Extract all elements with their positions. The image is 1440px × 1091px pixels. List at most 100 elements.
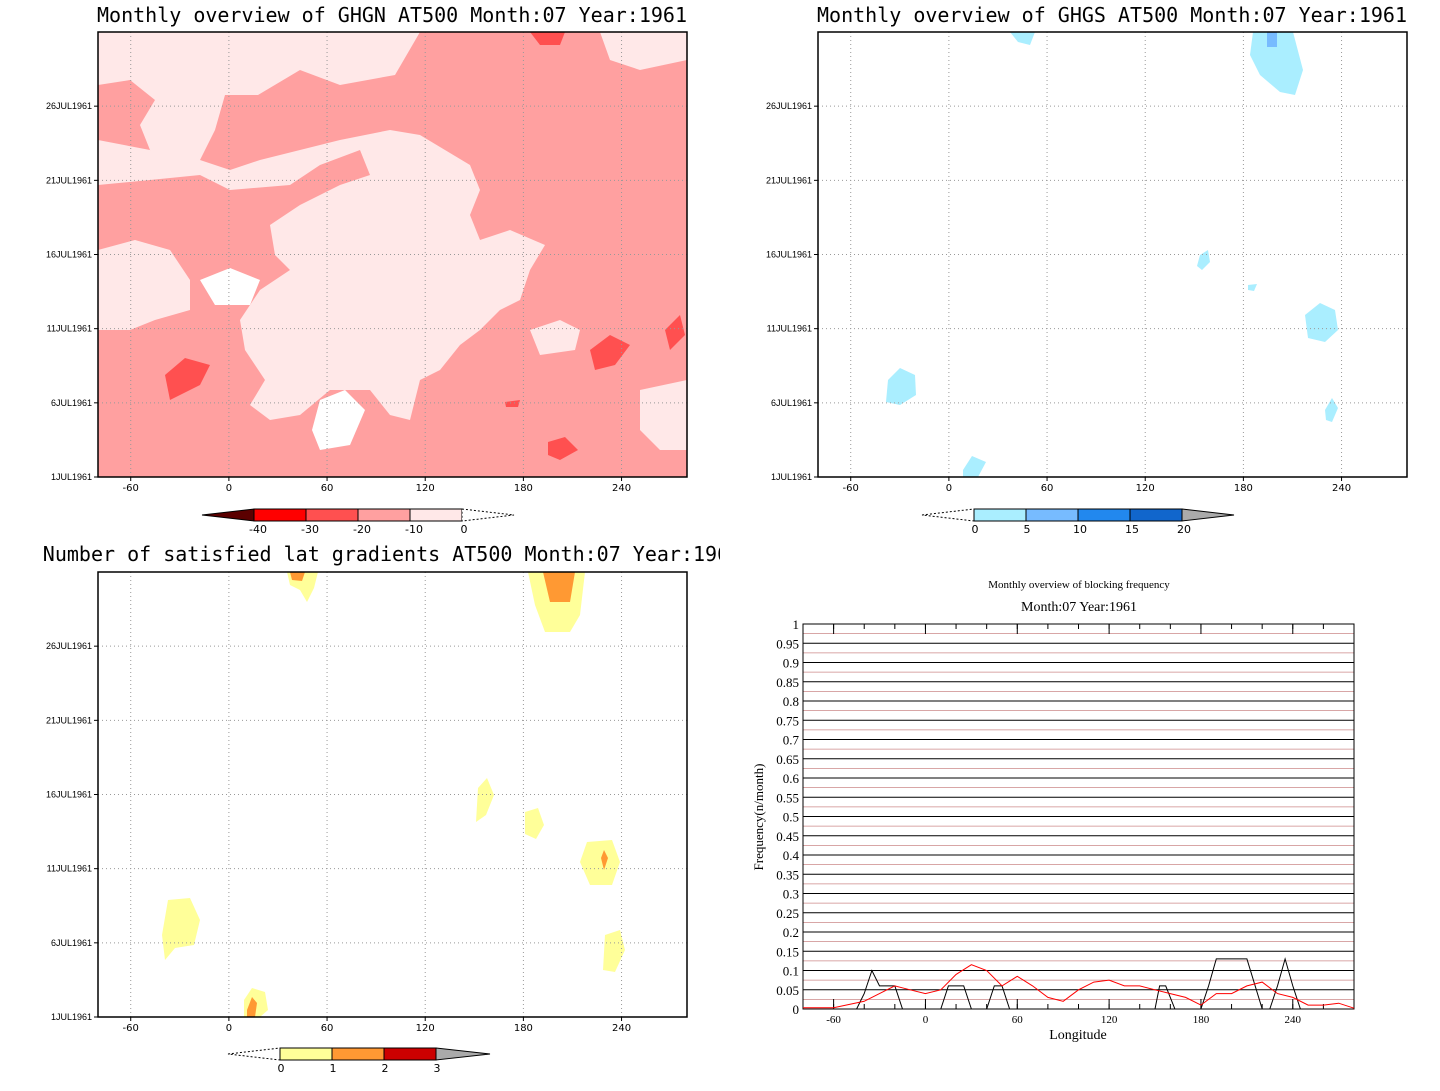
colorbar-label: 1 bbox=[330, 1062, 337, 1075]
y-tick-label: 0.5 bbox=[783, 810, 799, 825]
y-tick-label: 0.15 bbox=[776, 944, 799, 959]
y-tick-label: 0.35 bbox=[776, 867, 799, 882]
y-tick-label: 0.3 bbox=[783, 887, 799, 902]
y-tick-label: 0.25 bbox=[776, 906, 799, 921]
chart-blocking-frequency: Monthly overview of blocking frequency M… bbox=[751, 579, 1355, 1043]
y-tick-label: 0.85 bbox=[776, 675, 799, 690]
chart-ghgn: Monthly overview of GHGN AT500 Month:07 … bbox=[46, 3, 688, 536]
y-tick-label: 21JUL1961 bbox=[46, 175, 92, 185]
colorbar: 0 1 2 3 bbox=[227, 1047, 491, 1075]
y-tick-label: 0.75 bbox=[776, 713, 799, 728]
colorbar-label: 5 bbox=[1024, 523, 1031, 536]
x-tick-label: 120 bbox=[416, 1023, 435, 1034]
y-axis: 0 0.05 0.1 0.15 0.2 0.25 0.3 0.35 0.4 0.45 0.5 0.55… bbox=[776, 617, 799, 1017]
colorbar: 0 5 10 15 20 bbox=[921, 508, 1235, 536]
series-line-0 bbox=[803, 957, 1354, 1010]
x-tick-label: 240 bbox=[612, 1023, 631, 1034]
chart-title: Number of satisfied lat gradients AT500 … bbox=[43, 542, 720, 566]
x-tick-label: 60 bbox=[1041, 483, 1054, 494]
x-tick-label: 240 bbox=[1332, 483, 1351, 494]
colorbar-label: 20 bbox=[1177, 523, 1191, 536]
y-axis-label: Frequency(n/month) bbox=[751, 764, 766, 871]
y-tick-label: 11JUL1961 bbox=[767, 324, 812, 334]
contour-field bbox=[886, 32, 1338, 477]
x-tick-label: 180 bbox=[1193, 1014, 1210, 1026]
y-tick-label: 0.55 bbox=[776, 790, 799, 805]
y-tick-label: 6JUL1961 bbox=[771, 398, 812, 408]
x-tick-label: -60 bbox=[826, 1014, 841, 1026]
y-axis: 26JUL1961 21JUL1961 16JUL1961 11JUL1961 6JUL… bbox=[46, 101, 98, 482]
y-tick-label: 1 bbox=[793, 617, 800, 632]
chart-title: Monthly overview of GHGN AT500 Month:07 … bbox=[97, 3, 687, 27]
y-tick-label: 21JUL1961 bbox=[46, 715, 92, 725]
series-line-1 bbox=[803, 964, 1355, 1009]
x-tick-label: 60 bbox=[1012, 1014, 1024, 1026]
y-tick-label: 1JUL1961 bbox=[51, 472, 92, 482]
chart-lat-gradients: Number of satisfied lat gradients AT500 … bbox=[43, 542, 720, 1075]
x-tick-label: 0 bbox=[946, 483, 952, 494]
colorbar: -40 -30 -20 -10 0 bbox=[201, 508, 515, 536]
x-tick-label: -60 bbox=[123, 483, 139, 494]
colorbar-label: 10 bbox=[1073, 523, 1087, 536]
y-tick-label: 0 bbox=[793, 1002, 800, 1017]
y-tick-label: 16JUL1961 bbox=[46, 250, 92, 260]
y-tick-label: 0.1 bbox=[783, 964, 799, 979]
y-tick-label: 1JUL1961 bbox=[771, 472, 812, 482]
colorbar-label: 0 bbox=[461, 523, 468, 536]
chart-ghgs: Monthly overview of GHGS AT500 Month:07 … bbox=[766, 3, 1408, 536]
x-axis-label: Longitude bbox=[1049, 1028, 1107, 1043]
y-tick-label: 0.4 bbox=[783, 848, 800, 863]
x-tick-label: 120 bbox=[1101, 1014, 1118, 1026]
y-axis: 26JUL1961 21JUL1961 16JUL1961 11JUL1961 6JUL… bbox=[46, 641, 98, 1022]
x-axis: -60 0 60 120 180 240 bbox=[123, 1017, 631, 1034]
x-tick-label: 0 bbox=[226, 1023, 232, 1034]
y-tick-label: 26JUL1961 bbox=[46, 101, 92, 111]
x-tick-label: 240 bbox=[1285, 1014, 1302, 1026]
x-tick-label: 180 bbox=[514, 483, 533, 494]
colorbar-label: 3 bbox=[434, 1062, 441, 1075]
y-tick-label: 16JUL1961 bbox=[766, 250, 812, 260]
x-tick-label: 60 bbox=[321, 1023, 334, 1034]
colorbar-label: -40 bbox=[249, 523, 267, 536]
y-tick-label: 0.05 bbox=[776, 983, 799, 998]
y-tick-label: 0.95 bbox=[776, 636, 799, 651]
colorbar-label: -30 bbox=[301, 523, 319, 536]
colorbar-label: 15 bbox=[1125, 523, 1139, 536]
y-tick-label: 6JUL1961 bbox=[51, 938, 92, 948]
contour-field bbox=[98, 32, 687, 477]
x-tick-label: -60 bbox=[843, 483, 859, 494]
x-tick-label: 60 bbox=[321, 483, 334, 494]
y-tick-label: 0.6 bbox=[783, 771, 800, 786]
y-axis: 26JUL1961 21JUL1961 16JUL1961 11JUL1961 6JUL… bbox=[766, 101, 818, 482]
y-tick-label: 11JUL1961 bbox=[47, 324, 92, 334]
colorbar-label: -10 bbox=[405, 523, 423, 536]
y-tick-label: 26JUL1961 bbox=[766, 101, 812, 111]
colorbar-label: 0 bbox=[972, 523, 979, 536]
y-tick-label: 0.9 bbox=[783, 656, 799, 671]
y-tick-label: 0.65 bbox=[776, 752, 799, 767]
x-tick-label: 120 bbox=[416, 483, 435, 494]
x-tick-label: -60 bbox=[123, 1023, 139, 1034]
y-tick-label: 0.45 bbox=[776, 829, 799, 844]
series-lines bbox=[803, 957, 1355, 1010]
x-axis: -60 0 60 120 180 240 bbox=[843, 477, 1351, 494]
x-axis: -60 0 60 120 180 240 bbox=[123, 477, 631, 494]
x-tick-label: 120 bbox=[1136, 483, 1155, 494]
y-tick-label: 1JUL1961 bbox=[51, 1012, 92, 1022]
chart-title: Monthly overview of blocking frequency bbox=[988, 579, 1170, 591]
y-tick-label: 0.2 bbox=[783, 925, 799, 940]
y-tick-label: 21JUL1961 bbox=[766, 175, 812, 185]
x-tick-label: 180 bbox=[514, 1023, 533, 1034]
colorbar-label: -20 bbox=[353, 523, 371, 536]
y-tick-label: 6JUL1961 bbox=[51, 398, 92, 408]
colorbar-label: 2 bbox=[382, 1062, 389, 1075]
x-axis: -60 0 60 120 180 240 bbox=[802, 624, 1355, 1026]
chart-title: Monthly overview of GHGS AT500 Month:07 … bbox=[817, 3, 1407, 27]
x-tick-label: 180 bbox=[1234, 483, 1253, 494]
y-tick-label: 0.7 bbox=[783, 733, 800, 748]
x-tick-label: 0 bbox=[226, 483, 232, 494]
x-tick-label: 0 bbox=[923, 1014, 929, 1026]
chart-subtitle: Month:07 Year:1961 bbox=[1021, 600, 1137, 615]
y-tick-label: 26JUL1961 bbox=[46, 641, 92, 651]
gridlines bbox=[803, 623, 1354, 1010]
